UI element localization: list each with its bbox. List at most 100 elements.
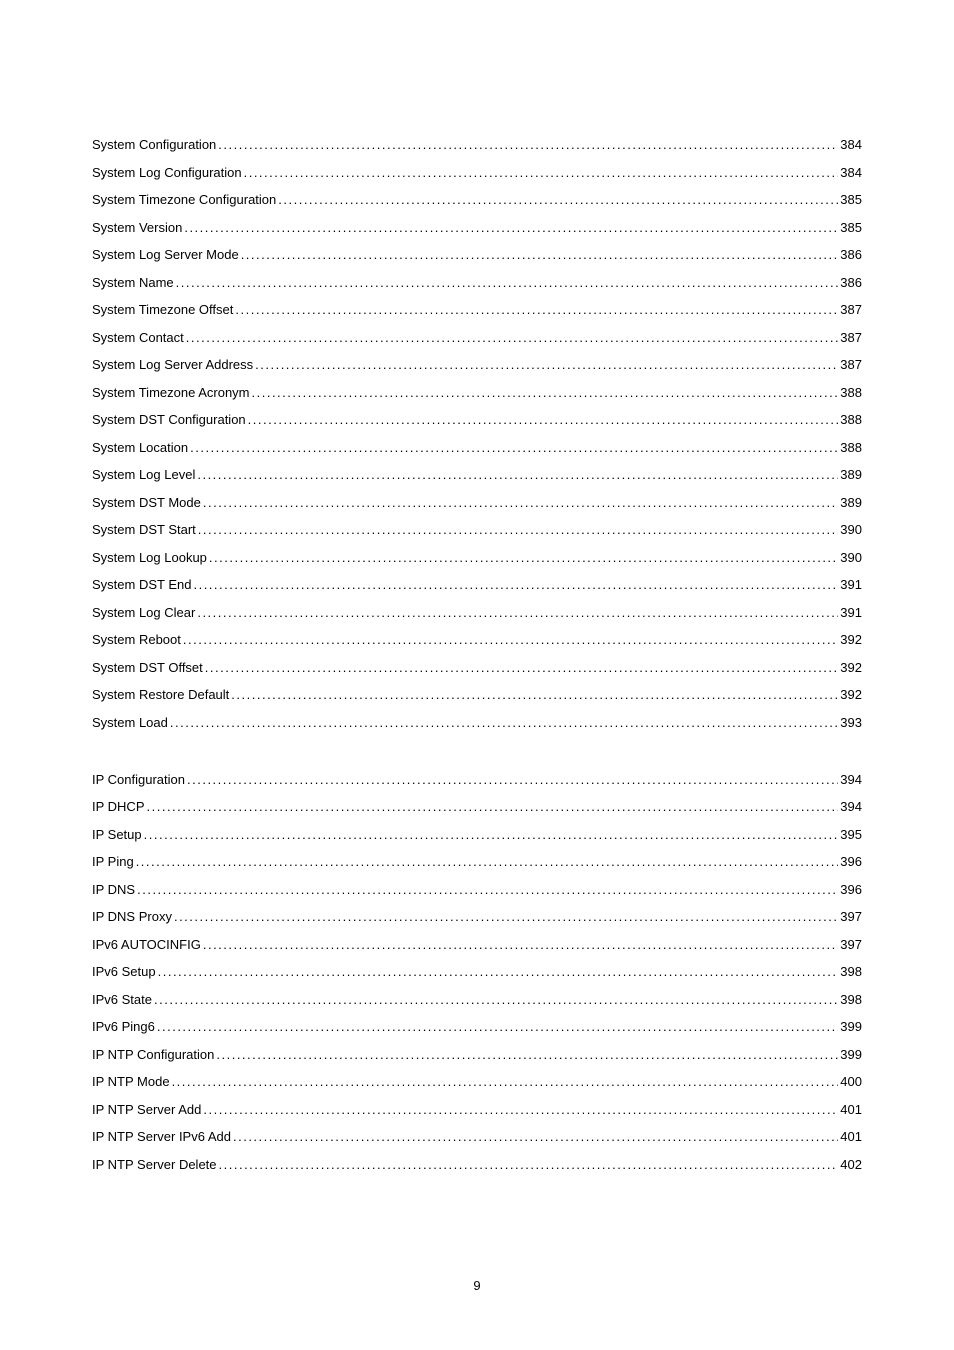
toc-label: System Timezone Acronym [92, 385, 250, 400]
toc-page: 397 [840, 937, 862, 952]
toc-dots: ........................................… [197, 605, 838, 620]
toc-page: 390 [840, 550, 862, 565]
toc-dots: ........................................… [248, 412, 839, 427]
toc-entry: IPv6 State..............................… [92, 992, 862, 1007]
toc-page: 400 [840, 1074, 862, 1089]
toc-entry: System Reboot...........................… [92, 632, 862, 647]
toc-dots: ........................................… [176, 275, 839, 290]
toc-entry: System DST Configuration................… [92, 412, 862, 427]
toc-entry: System DST Mode.........................… [92, 495, 862, 510]
toc-dots: ........................................… [233, 1129, 838, 1144]
toc-dots: ........................................… [157, 1019, 838, 1034]
toc-page: 391 [840, 577, 862, 592]
toc-page: 387 [840, 330, 862, 345]
toc-dots: ........................................… [216, 1047, 838, 1062]
toc-dots: ........................................… [244, 165, 839, 180]
toc-dots: ........................................… [183, 632, 838, 647]
toc-container: System Configuration....................… [92, 137, 862, 1172]
toc-page: 396 [840, 882, 862, 897]
toc-dots: ........................................… [190, 440, 838, 455]
toc-page: 391 [840, 605, 862, 620]
toc-page: 401 [840, 1102, 862, 1117]
toc-label: System Restore Default [92, 687, 229, 702]
toc-dots: ........................................… [184, 220, 838, 235]
toc-label: IPv6 Setup [92, 964, 156, 979]
toc-entry: IP Setup................................… [92, 827, 862, 842]
toc-entry: IPv6 Setup..............................… [92, 964, 862, 979]
toc-label: IPv6 AUTOCINFIG [92, 937, 201, 952]
toc-label: IP Ping [92, 854, 134, 869]
toc-label: System Log Clear [92, 605, 195, 620]
toc-page: 384 [840, 137, 862, 152]
toc-page: 394 [840, 772, 862, 787]
toc-label: System Timezone Offset [92, 302, 233, 317]
toc-label: System Reboot [92, 632, 181, 647]
toc-entry: IPv6 AUTOCINFIG.........................… [92, 937, 862, 952]
toc-dots: ........................................… [186, 330, 839, 345]
toc-page: 398 [840, 964, 862, 979]
toc-entry: System Location.........................… [92, 440, 862, 455]
toc-label: IP NTP Server Delete [92, 1157, 217, 1172]
toc-dots: ........................................… [158, 964, 839, 979]
toc-label: System Load [92, 715, 168, 730]
toc-dots: ........................................… [203, 937, 838, 952]
toc-dots: ........................................… [255, 357, 838, 372]
toc-dots: ........................................… [218, 137, 838, 152]
toc-page: 390 [840, 522, 862, 537]
toc-label: IP DNS [92, 882, 135, 897]
toc-label: System Name [92, 275, 174, 290]
toc-dots: ........................................… [144, 827, 839, 842]
toc-label: System DST Configuration [92, 412, 246, 427]
toc-page: 388 [840, 440, 862, 455]
toc-label: System Log Server Address [92, 357, 253, 372]
toc-entry: System DST End..........................… [92, 577, 862, 592]
toc-dots: ........................................… [136, 854, 839, 869]
toc-page: 402 [840, 1157, 862, 1172]
toc-dots: ........................................… [203, 1102, 838, 1117]
toc-dots: ........................................… [231, 687, 838, 702]
toc-page: 398 [840, 992, 862, 1007]
toc-dots: ........................................… [170, 715, 838, 730]
toc-label: IP NTP Mode [92, 1074, 170, 1089]
toc-entry: IP NTP Mode.............................… [92, 1074, 862, 1089]
toc-label: IP DHCP [92, 799, 145, 814]
toc-dots: ........................................… [219, 1157, 839, 1172]
toc-label: IP NTP Server IPv6 Add [92, 1129, 231, 1144]
toc-entry: System Log Server Address...............… [92, 357, 862, 372]
toc-label: System DST Offset [92, 660, 203, 675]
toc-page: 389 [840, 467, 862, 482]
toc-dots: ........................................… [174, 909, 838, 924]
toc-dots: ........................................… [235, 302, 838, 317]
toc-section: IP Configuration........................… [92, 772, 862, 1172]
toc-label: IP NTP Server Add [92, 1102, 201, 1117]
toc-page: 387 [840, 302, 862, 317]
toc-page: 386 [840, 275, 862, 290]
toc-page: 397 [840, 909, 862, 924]
toc-dots: ........................................… [193, 577, 838, 592]
toc-label: System DST End [92, 577, 191, 592]
toc-entry: IP Configuration........................… [92, 772, 862, 787]
toc-dots: ........................................… [278, 192, 838, 207]
toc-entry: IP NTP Configuration....................… [92, 1047, 862, 1062]
toc-entry: System Configuration....................… [92, 137, 862, 152]
toc-label: IPv6 State [92, 992, 152, 1007]
toc-entry: System Log Level........................… [92, 467, 862, 482]
toc-dots: ........................................… [137, 882, 838, 897]
toc-page: 392 [840, 632, 862, 647]
toc-page: 401 [840, 1129, 862, 1144]
toc-dots: ........................................… [197, 467, 838, 482]
toc-page: 388 [840, 412, 862, 427]
toc-dots: ........................................… [172, 1074, 839, 1089]
toc-entry: System Log Configuration................… [92, 165, 862, 180]
toc-page: 395 [840, 827, 862, 842]
toc-page: 387 [840, 357, 862, 372]
toc-entry: IP DNS Proxy............................… [92, 909, 862, 924]
toc-entry: IP NTP Server Add.......................… [92, 1102, 862, 1117]
toc-page: 389 [840, 495, 862, 510]
toc-entry: IP DNS..................................… [92, 882, 862, 897]
toc-entry: System Timezone Offset..................… [92, 302, 862, 317]
toc-entry: IP NTP Server Delete....................… [92, 1157, 862, 1172]
toc-entry: System DST Start........................… [92, 522, 862, 537]
toc-page: 392 [840, 660, 862, 675]
toc-dots: ........................................… [147, 799, 839, 814]
